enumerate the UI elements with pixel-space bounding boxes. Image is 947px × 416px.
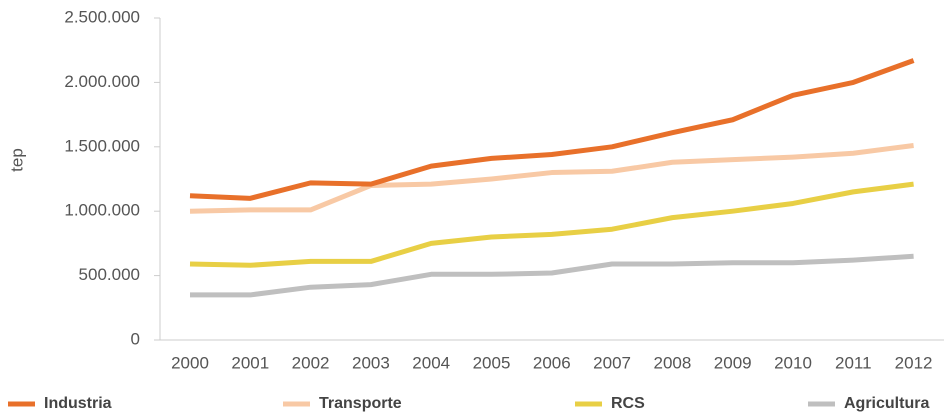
line-series bbox=[190, 253, 914, 298]
x-tick-label: 2006 bbox=[533, 353, 571, 372]
x-tick-label: 2001 bbox=[231, 353, 269, 372]
x-tick-label: 2012 bbox=[895, 353, 933, 372]
legend-label: RCS bbox=[611, 395, 645, 412]
legend-label: Industria bbox=[44, 395, 112, 412]
x-tick-label: 2008 bbox=[653, 353, 691, 372]
x-tick-label: 2010 bbox=[774, 353, 812, 372]
y-tick-label: 500.000 bbox=[79, 265, 140, 284]
legend-label: Agricultura bbox=[844, 395, 929, 412]
x-tick-label: 2004 bbox=[412, 353, 450, 372]
x-tick-label: 2007 bbox=[593, 353, 631, 372]
line-series bbox=[189, 181, 914, 268]
x-tick-label: 2000 bbox=[171, 353, 209, 372]
y-tick-label: 2.500.000 bbox=[64, 7, 140, 26]
x-tick-label: 2011 bbox=[835, 353, 872, 372]
line-series bbox=[189, 143, 914, 214]
y-tick-label: 0 bbox=[131, 329, 140, 348]
x-tick-label: 2003 bbox=[352, 353, 390, 372]
y-tick-label: 1.000.000 bbox=[64, 201, 140, 220]
x-tick-label: 2002 bbox=[292, 353, 330, 372]
y-tick-label: 2.000.000 bbox=[64, 72, 140, 91]
y-axis-label: tep bbox=[7, 148, 26, 172]
legend-label: Transporte bbox=[319, 395, 402, 412]
x-tick-label: 2009 bbox=[714, 353, 752, 372]
x-tick-label: 2005 bbox=[473, 353, 511, 372]
y-tick-label: 1.500.000 bbox=[64, 136, 140, 155]
line-series bbox=[189, 58, 915, 201]
